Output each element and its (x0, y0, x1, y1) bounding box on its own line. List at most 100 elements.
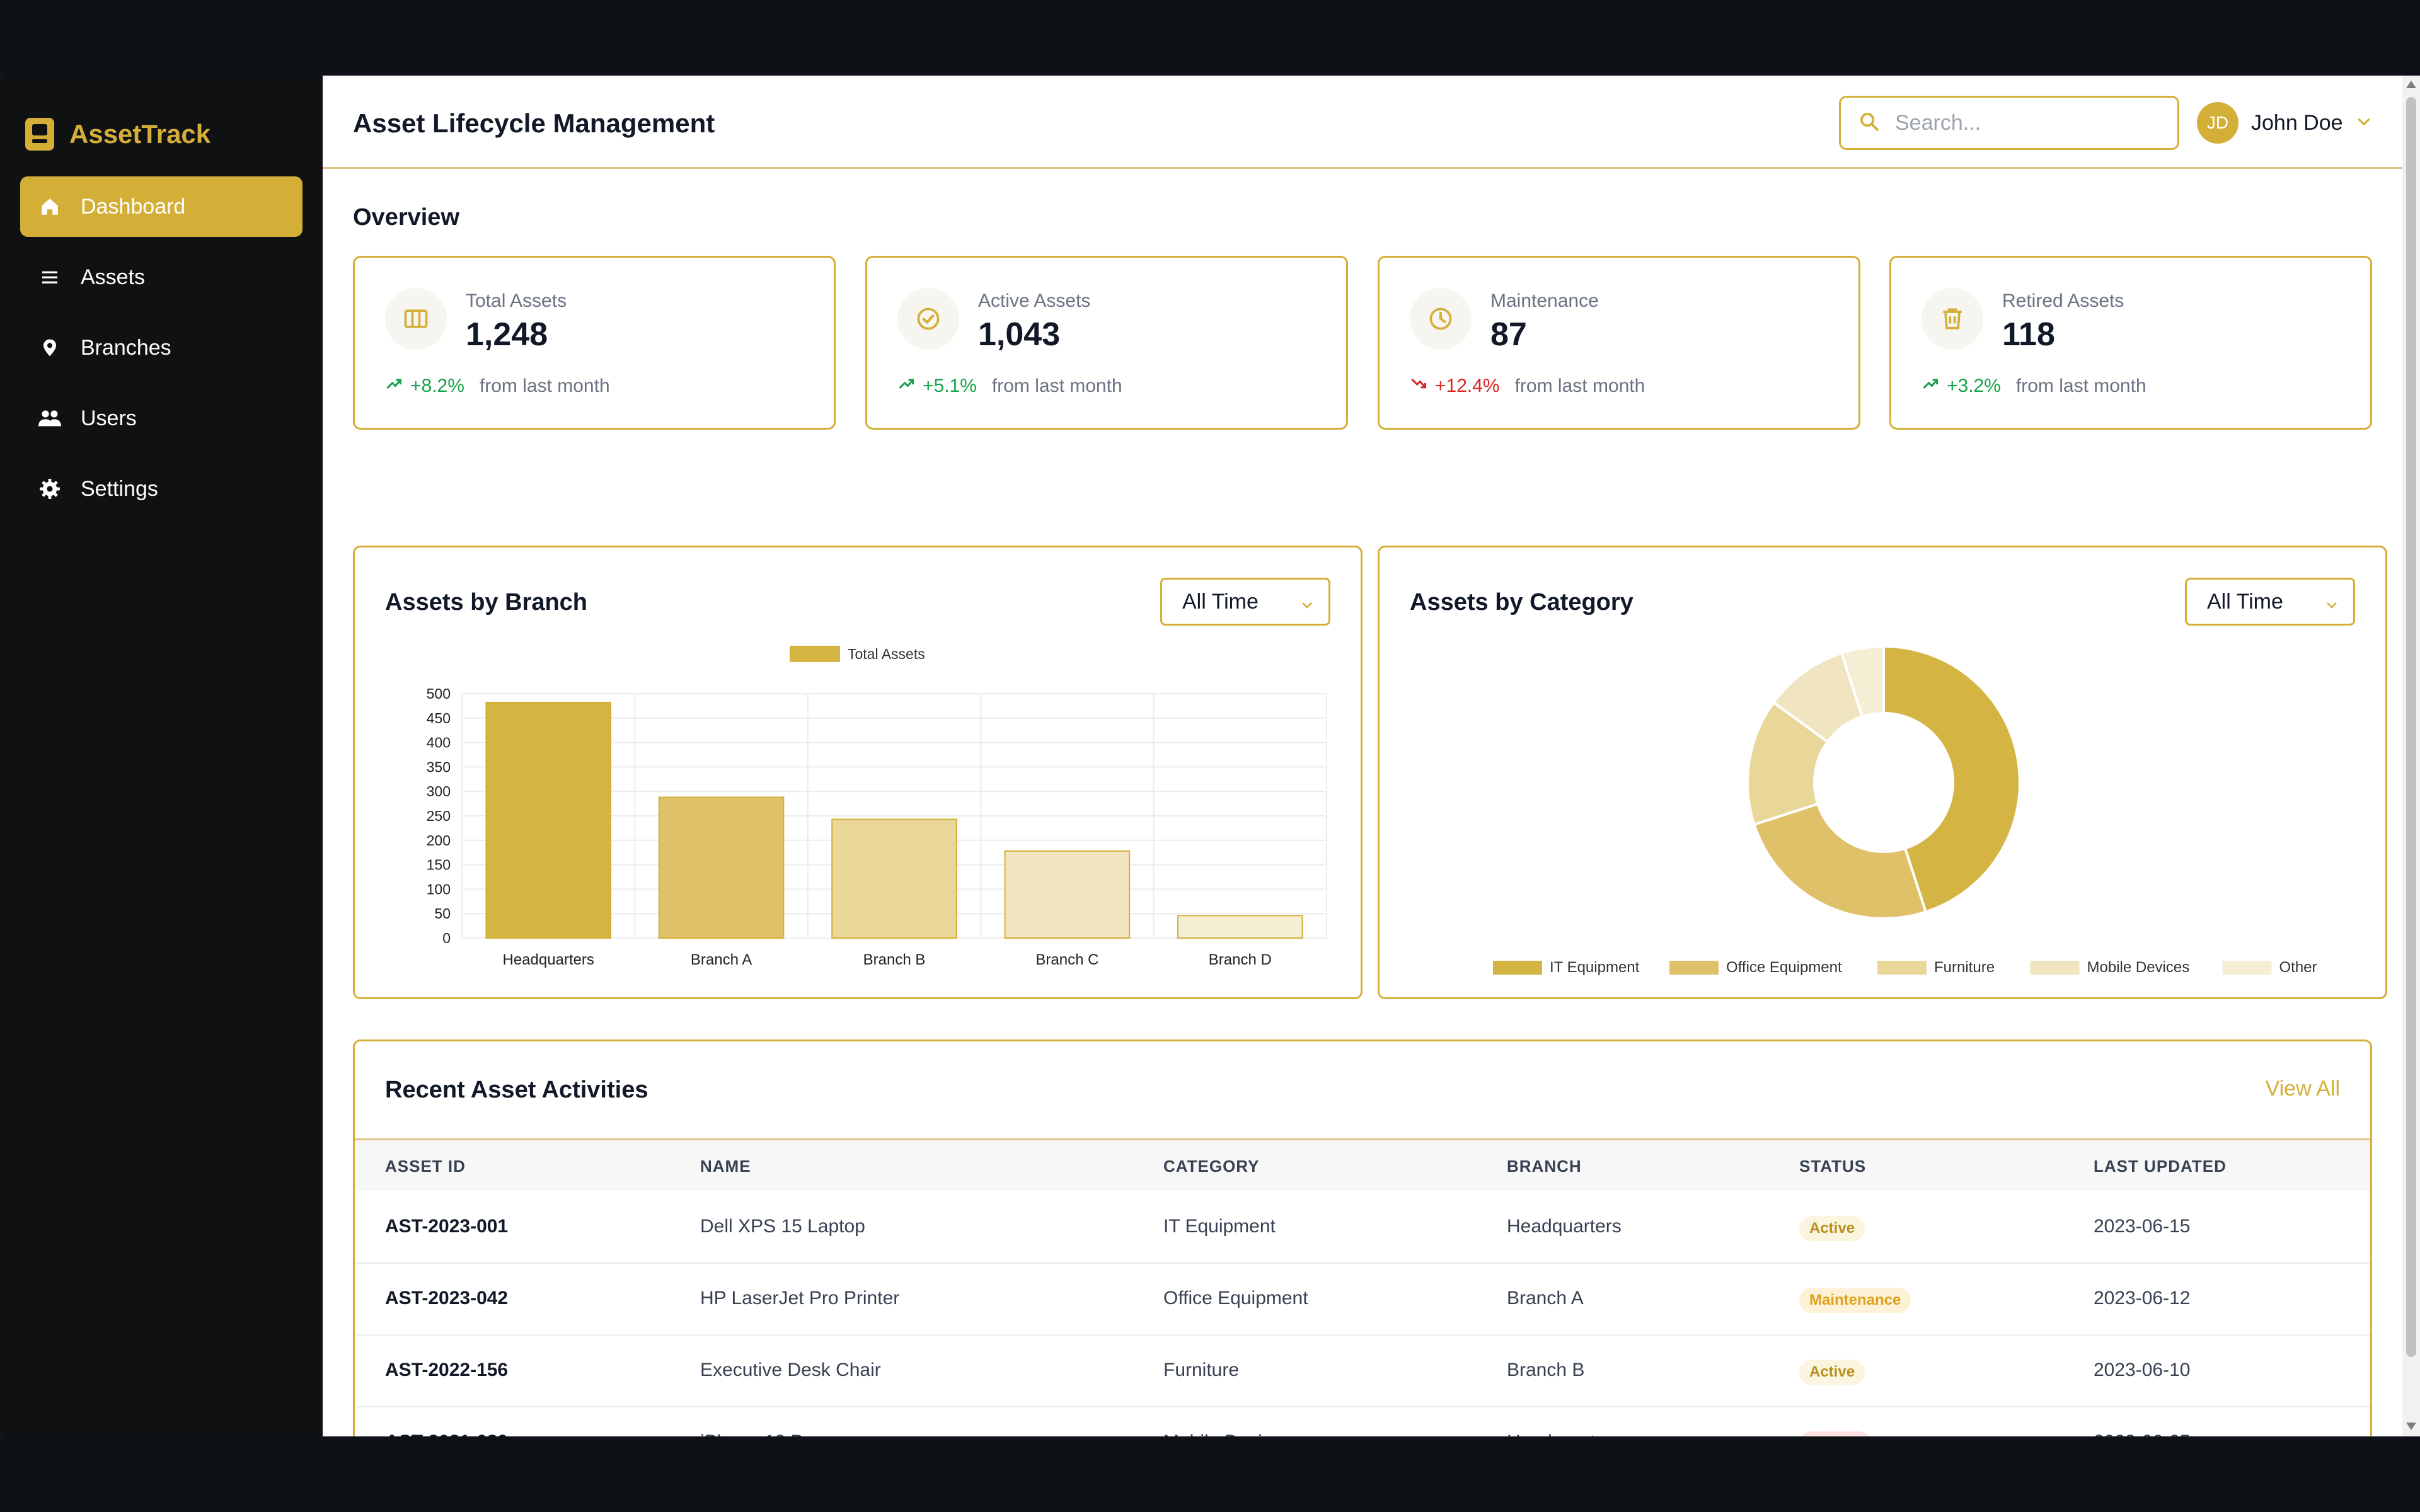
table-row[interactable]: AST-2022-156 Executive Desk Chair Furnitur… (355, 1334, 2370, 1407)
y-tick-label: 300 (427, 783, 451, 799)
recent-activities-panel: Recent Asset Activities View All ASSET I… (353, 1040, 2372, 1436)
scroll-down-arrow[interactable] (2406, 1423, 2416, 1430)
check-circle-icon (897, 288, 959, 350)
assets-by-category-panel: Assets by Category All Time IT Equipment… (1378, 546, 2387, 999)
column-header-asset-id[interactable]: ASSET ID (385, 1157, 466, 1176)
y-tick-label: 400 (427, 735, 451, 751)
map-pin-icon (38, 336, 62, 360)
legend-label: Other (2279, 959, 2317, 976)
clock-icon (1410, 288, 1472, 350)
page-title: Asset Lifecycle Management (353, 108, 715, 138)
column-header-category[interactable]: CATEGORY (1163, 1157, 1260, 1176)
cell-asset-id: AST-2021-089 (385, 1431, 508, 1436)
stat-trend: +8.2% from last month (385, 375, 610, 398)
sidebar-nav: Dashboard Assets Branches Users (20, 176, 302, 529)
sidebar-item-label: Users (81, 406, 137, 430)
assets-by-branch-panel: Assets by Branch All Time Total Assets 0 5… (353, 546, 1363, 999)
stat-card-maintenance: Maintenance 87 +12.4% from last month (1378, 256, 1860, 430)
overview-title: Overview (353, 204, 459, 231)
chevron-down-icon (2356, 113, 2372, 133)
bar (1004, 850, 1131, 939)
stat-value: 118 (2002, 316, 2055, 353)
cell-category: Office Equipment (1163, 1288, 1308, 1309)
column-header-branch[interactable]: BRANCH (1507, 1157, 1582, 1176)
view-all-link[interactable]: View All (2265, 1077, 2340, 1101)
sidebar-item-dashboard[interactable]: Dashboard (20, 176, 302, 237)
legend-label: IT Equipment (1550, 959, 1640, 976)
legend-swatch (2030, 961, 2080, 975)
stat-value: 1,248 (466, 316, 548, 353)
x-tick-label: Branch C (1035, 951, 1098, 968)
y-tick-label: 500 (427, 685, 451, 702)
cell-name: iPhone 12 Pro (700, 1431, 820, 1436)
trend-down-icon (1410, 375, 1427, 398)
cell-name: Dell XPS 15 Laptop (700, 1216, 865, 1237)
cell-branch: Branch B (1507, 1360, 1585, 1380)
cell-category: Furniture (1163, 1360, 1240, 1380)
y-tick-label: 200 (427, 832, 451, 849)
x-tick-label: Branch B (863, 951, 926, 968)
table-row[interactable]: AST-2021-089 iPhone 12 Pro Mobile Devices H… (355, 1406, 2370, 1436)
stat-change: +12.4% (1435, 375, 1500, 396)
trend-up-icon (897, 375, 915, 398)
cell-category: IT Equipment (1163, 1216, 1276, 1237)
table-row[interactable]: AST-2023-001 Dell XPS 15 Laptop IT Equipme… (355, 1191, 2370, 1264)
category-time-filter[interactable]: All Time (2185, 578, 2355, 626)
cell-asset-id: AST-2022-156 (385, 1360, 509, 1380)
cell-category: Mobile Devices (1163, 1431, 1291, 1436)
trend-up-icon (385, 375, 403, 398)
main-content: Asset Lifecycle Management JD John Doe O… (323, 76, 2402, 1436)
sidebar-item-users[interactable]: Users (20, 388, 302, 449)
scroll-up-arrow[interactable] (2406, 81, 2416, 88)
sidebar-item-settings[interactable]: Settings (20, 459, 302, 519)
stat-card-total-assets: Total Assets 1,248 +8.2% from last month (353, 256, 836, 430)
cell-last-updated: 2023-06-12 (2094, 1288, 2191, 1309)
user-name: John Doe (2251, 110, 2343, 135)
search-input[interactable] (1894, 110, 2161, 136)
donut-slice (1753, 802, 1928, 920)
select-value: All Time (1182, 589, 1259, 614)
columns-icon (385, 288, 447, 350)
search-icon (1858, 111, 1880, 135)
cell-asset-id: AST-2023-001 (385, 1216, 509, 1237)
stat-trend: +12.4% from last month (1410, 375, 1645, 398)
stat-change: +8.2% (410, 375, 464, 396)
stat-label: Retired Assets (2002, 290, 2124, 311)
search-box[interactable] (1839, 96, 2179, 150)
brand[interactable]: AssetTrack (25, 100, 210, 169)
column-header-name[interactable]: NAME (700, 1157, 751, 1176)
legend-swatch (1877, 961, 1927, 975)
legend-label: Total Assets (848, 646, 925, 662)
stat-change-suffix: from last month (991, 375, 1122, 396)
legend-swatch (790, 646, 840, 662)
cell-branch: Headquarters (1507, 1431, 1622, 1436)
table-header: ASSET ID NAME CATEGORY BRANCH STATUS LAS… (355, 1138, 2370, 1191)
top-bar: Asset Lifecycle Management JD John Doe (323, 76, 2402, 169)
panel-title: Assets by Branch (385, 589, 588, 616)
y-tick-label: 450 (427, 710, 451, 726)
status-badge: Active (1799, 1360, 1865, 1385)
y-tick-label: 150 (427, 857, 451, 873)
status-badge: Active (1799, 1216, 1865, 1241)
y-tick-label: 100 (427, 881, 451, 897)
sidebar-item-label: Settings (81, 476, 158, 501)
column-header-status[interactable]: STATUS (1799, 1157, 1867, 1176)
trend-up-icon (1922, 375, 1939, 398)
user-menu[interactable]: JD John Doe (2197, 102, 2372, 144)
branch-time-filter[interactable]: All Time (1160, 578, 1330, 626)
sidebar-item-branches[interactable]: Branches (20, 318, 302, 378)
legend-label: Office Equipment (1726, 959, 1842, 976)
cell-name: HP LaserJet Pro Printer (700, 1288, 900, 1309)
scrollbar-thumb[interactable] (2406, 97, 2416, 1357)
vertical-scrollbar[interactable] (2402, 76, 2420, 1436)
table-row[interactable]: AST-2023-042 HP LaserJet Pro Printer Offic… (355, 1263, 2370, 1336)
donut-slice (1882, 644, 2021, 914)
cell-last-updated: 2023-06-05 (2094, 1431, 2190, 1436)
stat-change: +5.1% (923, 375, 977, 396)
chevron-down-icon (1299, 593, 1315, 618)
sidebar-item-assets[interactable]: Assets (20, 247, 302, 307)
column-header-last-updated[interactable]: LAST UPDATED (2094, 1157, 2227, 1176)
stat-change-suffix: from last month (1514, 375, 1645, 396)
brand-name: AssetTrack (69, 119, 211, 149)
stat-card-active-assets: Active Assets 1,043 +5.1% from last mont… (865, 256, 1348, 430)
